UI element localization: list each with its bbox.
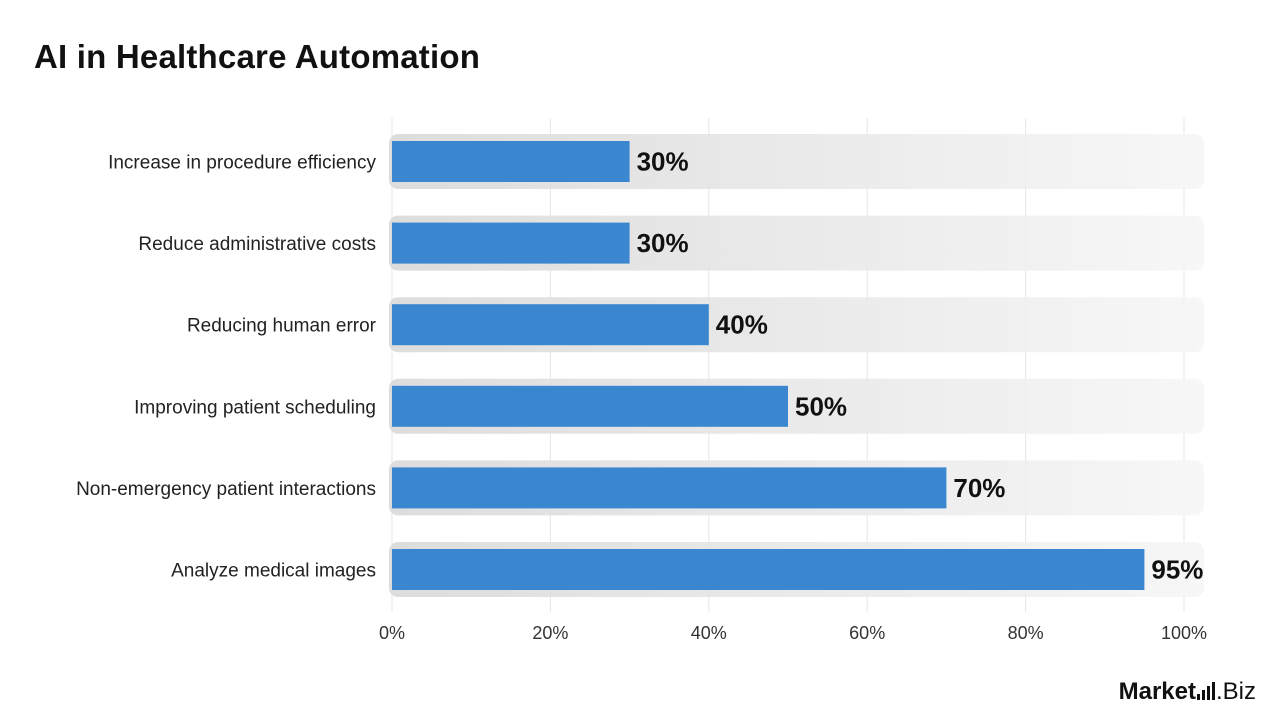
value-label: 30% — [637, 147, 689, 177]
logo-bars-icon — [1196, 682, 1215, 700]
value-label: 95% — [1151, 555, 1203, 585]
value-label: 70% — [953, 473, 1005, 503]
brand-logo: Market .Biz — [1119, 678, 1256, 706]
bar-tracks — [389, 134, 1204, 597]
chart-title: AI in Healthcare Automation — [34, 38, 481, 75]
gridlines — [391, 118, 1185, 612]
bar — [392, 549, 1145, 590]
x-tick-label: 0% — [379, 623, 405, 643]
value-label: 30% — [637, 228, 689, 258]
bar — [392, 222, 630, 264]
category-label: Analyze medical images — [171, 561, 376, 582]
labels: 0% 20% 40% 60% 80% 100% Increase in procedure … — [76, 147, 1207, 644]
category-label: Non-emergency patient interactions — [76, 479, 376, 500]
x-tick-label: 80% — [1008, 623, 1044, 643]
bar — [392, 385, 788, 427]
bar — [392, 141, 630, 182]
category-label: Reducing human error — [187, 316, 377, 337]
category-label: Reduce administrative costs — [138, 234, 376, 255]
category-label: Increase in procedure efficiency — [108, 153, 376, 174]
value-label: 50% — [795, 391, 847, 421]
x-tick-label: 100% — [1161, 623, 1207, 643]
x-tick-label: 40% — [691, 623, 727, 643]
x-tick-label: 20% — [532, 623, 568, 643]
logo-prefix: Market — [1118, 678, 1196, 705]
logo-suffix: .Biz — [1215, 678, 1256, 705]
x-tick-label: 60% — [849, 623, 885, 643]
bar — [392, 304, 709, 346]
value-label: 40% — [716, 310, 768, 340]
bar — [392, 467, 947, 509]
category-label: Improving patient scheduling — [134, 397, 376, 418]
bars — [392, 141, 1145, 590]
